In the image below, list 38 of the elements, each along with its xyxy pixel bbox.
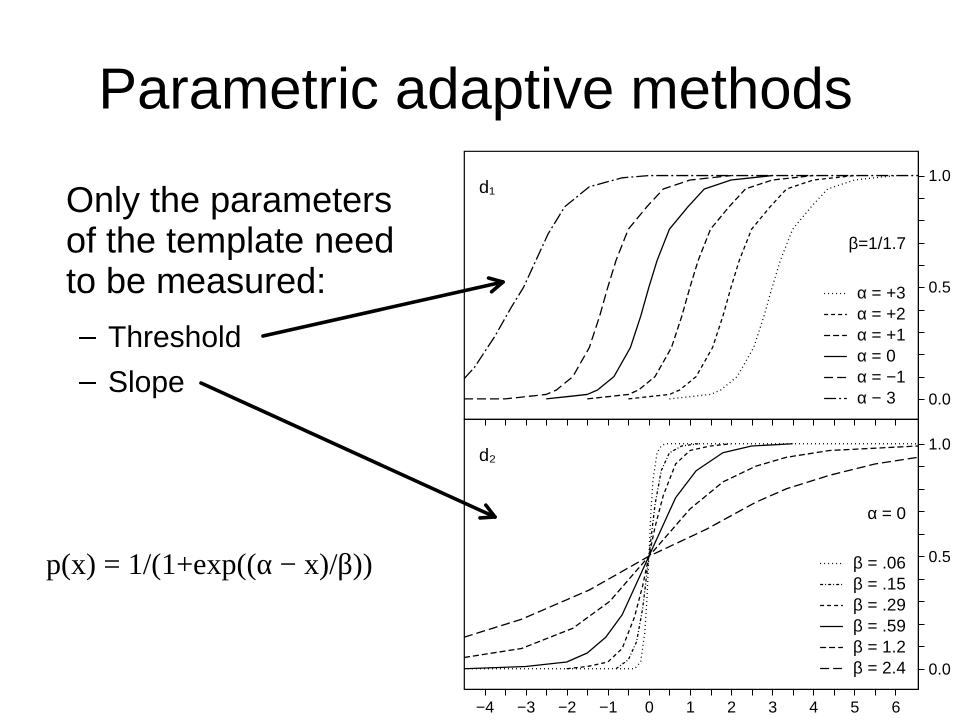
text: Threshold [108, 321, 242, 354]
text: d₂ [479, 445, 496, 465]
text: p(x) = 1/(1+exp((α − x)/β)) [46, 548, 373, 581]
x-tick-label: 3 [768, 700, 778, 716]
x-tick-label: −3 [517, 700, 536, 716]
text: Parametric adaptive methods [98, 56, 853, 122]
legend-label: β = 1.2 [853, 638, 906, 656]
y-tick-label: 0.0 [928, 661, 951, 678]
legend-label: α = 0 [857, 346, 896, 366]
x-tick-label: 2 [727, 700, 736, 716]
legend-label: α = +3 [857, 284, 906, 302]
x-tick-label: 4 [809, 700, 818, 716]
y-tick-label: 0.0 [928, 391, 951, 408]
text: Only the parameters of the template need to be measured: [66, 179, 394, 301]
legend-title: α = 0 [867, 504, 906, 523]
text: Slope [108, 366, 185, 399]
legend-label: α = +1 [857, 326, 906, 344]
legend-label: α = −1 [857, 368, 906, 386]
legend-label: α = +2 [857, 304, 906, 324]
legend-title: β=1/1.7 [848, 234, 906, 253]
y-tick-label: 0.5 [928, 548, 951, 566]
x-tick-label: 6 [891, 700, 900, 716]
text: d₁ [479, 177, 496, 197]
x-tick-label: 5 [850, 700, 860, 716]
legend-label: α − 3 [857, 388, 896, 408]
legend-label: β = .15 [853, 574, 906, 594]
y-tick-label: 0.5 [928, 280, 951, 297]
legend-label: β = 2.4 [853, 658, 906, 678]
legend-label: β = .29 [853, 596, 906, 614]
x-tick-label: 0 [644, 700, 654, 716]
legend-label: β = .06 [853, 554, 906, 572]
y-tick-label: 1.0 [928, 168, 951, 186]
x-tick-label: −4 [476, 700, 494, 716]
x-tick-label: −2 [558, 700, 576, 716]
y-tick-label: 1.0 [928, 436, 951, 454]
x-tick-label: 1 [686, 700, 696, 716]
x-tick-label: −1 [599, 700, 618, 716]
legend-label: β = .59 [853, 616, 906, 636]
